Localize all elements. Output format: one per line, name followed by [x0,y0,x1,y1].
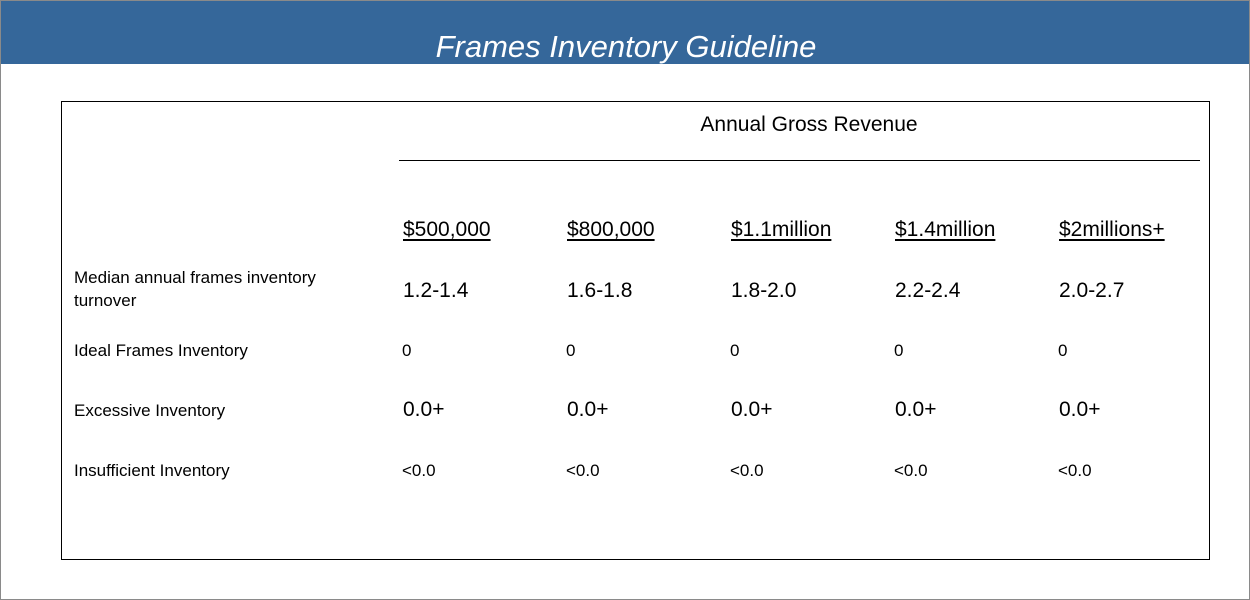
table-cell: 2.0-2.7 [1059,279,1125,302]
row-label-continuation: turnover [74,291,137,310]
table-cell: 0 [894,341,904,360]
table-frame [61,101,1210,560]
table-cell: 2.2-2.4 [895,279,961,302]
column-header: $1.1million [731,218,832,241]
group-heading-rule [399,160,1200,161]
table-cell: 0.0+ [403,398,445,421]
slide-title: Frames Inventory Guideline [435,29,817,64]
table-cell: <0.0 [894,461,928,480]
column-header: $800,000 [567,218,655,241]
table-cell: 1.8-2.0 [731,279,797,302]
table-cell: 0.0+ [1059,398,1101,421]
row-label: Median annual frames inventory [74,268,316,287]
table-cell: <0.0 [1058,461,1092,480]
row-label: Insufficient Inventory [74,461,230,480]
table-cell: 0 [402,341,412,360]
row-label: Excessive Inventory [74,401,226,420]
table-cell: 0.0+ [567,398,609,421]
table-cell: 0 [566,341,576,360]
table-cell: 1.6-1.8 [567,279,633,302]
table-cell: 0.0+ [731,398,773,421]
table-cell: <0.0 [730,461,764,480]
column-header: $2millions+ [1059,218,1165,241]
table-cell: <0.0 [566,461,600,480]
table-cell: <0.0 [402,461,436,480]
table-cell: 0.0+ [895,398,937,421]
column-header: $500,000 [403,218,491,241]
group-heading: Annual Gross Revenue [700,113,918,136]
column-header: $1.4million [895,218,996,241]
table-cell: 0 [1058,341,1068,360]
title-bar [1,1,1249,64]
table-cell: 1.2-1.4 [403,279,469,302]
table-cell: 0 [730,341,740,360]
row-label: Ideal Frames Inventory [74,341,248,360]
